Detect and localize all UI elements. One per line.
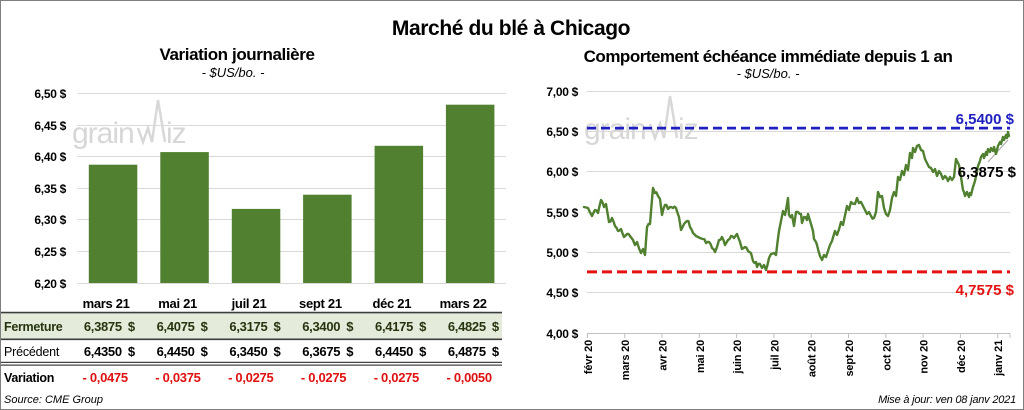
svg-text:- $US/bo. -: - $US/bo. - [202,65,266,80]
svg-text:6,45 $: 6,45 $ [34,119,66,133]
svg-text:Source: CME Group: Source: CME Group [4,394,103,406]
svg-text:mars 22: mars 22 [440,296,487,311]
svg-text:6,30 $: 6,30 $ [34,213,66,227]
svg-text:juil 21: juil 21 [231,296,267,311]
svg-text:6,4450: 6,4450 [375,344,413,359]
svg-text:$: $ [273,319,281,334]
svg-text:$: $ [128,319,136,334]
svg-text:6,20 $: 6,20 $ [34,277,66,291]
svg-text:- 0,0050: - 0,0050 [446,370,491,385]
svg-text:déc 21: déc 21 [372,296,411,311]
svg-text:$: $ [492,319,500,334]
svg-text:6,3400: 6,3400 [302,319,340,334]
svg-text:avr 20: avr 20 [658,340,670,371]
svg-text:6,00 $: 6,00 $ [546,165,578,179]
svg-text:mars 21: mars 21 [83,296,130,311]
svg-text:juin 20: juin 20 [732,340,744,375]
svg-text:$: $ [492,344,500,359]
svg-text:6,4450: 6,4450 [157,344,195,359]
svg-text:6,3450: 6,3450 [229,344,267,359]
svg-text:6,3175: 6,3175 [229,319,267,334]
svg-text:- 0,0375: - 0,0375 [155,370,200,385]
svg-text:6,40 $: 6,40 $ [34,150,66,164]
svg-text:$: $ [419,344,427,359]
svg-text:6,50 $: 6,50 $ [34,87,66,101]
svg-text:6,50 $: 6,50 $ [546,125,578,139]
svg-text:$: $ [346,344,354,359]
svg-text:mars 20: mars 20 [620,340,632,380]
svg-text:6,4175: 6,4175 [375,319,413,334]
svg-text:Comportement échéance immédiat: Comportement échéance immédiate depuis 1… [584,47,953,66]
svg-text:oct 20: oct 20 [881,340,893,371]
svg-text:$: $ [201,319,209,334]
svg-text:6,3875 $: 6,3875 $ [958,164,1017,181]
svg-text:Variation journalière: Variation journalière [159,45,314,64]
svg-text:Fermeture: Fermeture [4,320,63,334]
svg-text:6,3875: 6,3875 [84,319,122,334]
svg-text:Précédent: Précédent [4,345,60,359]
svg-text:- $US/bo. -: - $US/bo. - [737,66,801,81]
svg-text:$: $ [201,344,209,359]
svg-text:août 20: août 20 [807,340,819,377]
svg-text:- 0,0475: - 0,0475 [82,370,127,385]
svg-text:6,4350: 6,4350 [84,344,122,359]
svg-text:mai 21: mai 21 [158,296,197,311]
svg-text:Mise à jour: ven 08 janv 2021: Mise à jour: ven 08 janv 2021 [878,394,1016,406]
svg-text:grain: grain [72,117,134,150]
svg-text:$: $ [128,344,136,359]
svg-text:- 0,0275: - 0,0275 [301,370,346,385]
svg-text:Variation: Variation [4,371,54,385]
svg-text:5,50 $: 5,50 $ [546,206,578,220]
svg-text:$: $ [273,344,281,359]
svg-text:6,5400 $: 6,5400 $ [956,111,1015,128]
svg-text:$: $ [419,319,427,334]
svg-text:mai 20: mai 20 [695,340,707,373]
svg-text:6,3675: 6,3675 [302,344,340,359]
svg-text:sept 21: sept 21 [299,296,342,311]
svg-text:juil 20: juil 20 [769,340,781,371]
svg-text:- 0,0275: - 0,0275 [228,370,273,385]
svg-text:4,00 $: 4,00 $ [546,327,578,341]
svg-text:6,35 $: 6,35 $ [34,182,66,196]
svg-text:iz: iz [166,117,186,150]
svg-text:déc 20: déc 20 [956,340,968,373]
svg-text:févr 20: févr 20 [583,340,595,374]
svg-text:sept 20: sept 20 [844,340,856,377]
svg-text:6,4075: 6,4075 [157,319,195,334]
svg-text:nov 20: nov 20 [919,340,931,374]
svg-text:4,50 $: 4,50 $ [546,286,578,300]
svg-text:$: $ [346,319,354,334]
svg-text:4,7575 $: 4,7575 $ [956,282,1015,299]
svg-text:6,4875: 6,4875 [448,344,486,359]
svg-text:7,00 $: 7,00 $ [546,85,578,99]
svg-text:Marché du blé à Chicago: Marché du blé à Chicago [392,17,630,40]
svg-text:janv 21: janv 21 [993,340,1005,377]
svg-text:6,25 $: 6,25 $ [34,245,66,259]
svg-text:6,4825: 6,4825 [448,319,486,334]
svg-text:5,00 $: 5,00 $ [546,246,578,260]
svg-text:- 0,0275: - 0,0275 [374,370,419,385]
